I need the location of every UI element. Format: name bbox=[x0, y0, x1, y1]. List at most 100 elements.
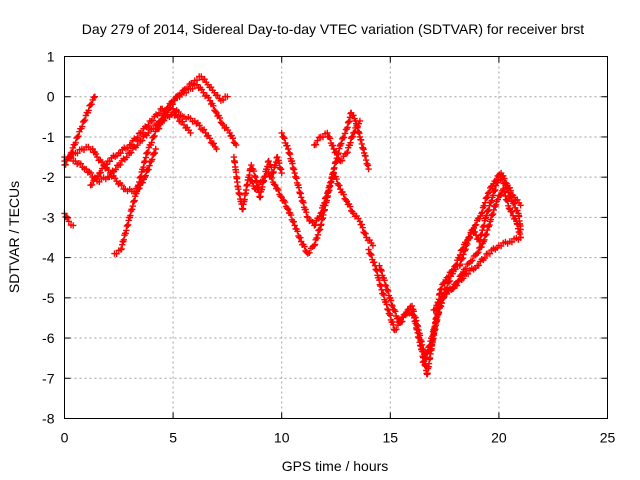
data-point bbox=[336, 182, 343, 189]
data-point bbox=[437, 297, 444, 305]
data-point bbox=[438, 285, 445, 292]
data-point bbox=[440, 291, 447, 298]
data-point bbox=[187, 129, 194, 137]
data-point bbox=[106, 173, 113, 181]
data-point bbox=[62, 161, 69, 168]
data-point bbox=[149, 156, 156, 163]
data-point bbox=[392, 308, 399, 315]
data-point bbox=[280, 133, 287, 141]
data-point bbox=[64, 214, 71, 222]
data-point bbox=[443, 290, 450, 298]
data-point bbox=[92, 150, 100, 158]
data-point bbox=[479, 209, 486, 216]
data-point bbox=[162, 113, 169, 120]
y-tick-label: -4 bbox=[42, 250, 55, 266]
data-point bbox=[248, 177, 255, 184]
series-track-k bbox=[311, 117, 364, 165]
data-point bbox=[210, 140, 217, 147]
data-point bbox=[306, 249, 313, 256]
data-point bbox=[214, 92, 221, 99]
y-tick-label: -1 bbox=[42, 129, 55, 145]
data-point bbox=[453, 261, 460, 268]
data-point bbox=[510, 200, 518, 207]
data-point bbox=[112, 166, 119, 173]
data-point bbox=[481, 199, 489, 206]
data-point bbox=[365, 246, 372, 253]
data-point bbox=[219, 96, 227, 104]
data-point bbox=[453, 282, 461, 289]
data-point bbox=[312, 221, 319, 228]
data-point bbox=[356, 117, 364, 125]
chart-title: Day 279 of 2014, Sidereal Day-to-day VTE… bbox=[82, 21, 584, 37]
data-point bbox=[176, 93, 183, 101]
data-point bbox=[397, 318, 404, 325]
grid-layer bbox=[64, 56, 608, 419]
data-point bbox=[80, 117, 88, 125]
data-point bbox=[443, 284, 451, 291]
data-point bbox=[371, 259, 378, 266]
data-layer bbox=[61, 73, 524, 378]
data-point bbox=[312, 141, 320, 148]
data-point bbox=[145, 122, 152, 129]
data-point bbox=[369, 242, 377, 249]
data-point bbox=[90, 94, 97, 101]
data-point bbox=[79, 123, 86, 130]
series-track-d bbox=[61, 109, 194, 186]
data-point bbox=[103, 161, 110, 168]
data-point bbox=[210, 102, 217, 109]
data-point bbox=[351, 129, 358, 136]
data-point bbox=[175, 108, 182, 116]
data-point bbox=[450, 268, 457, 275]
y-axis-label: SDTVAR / TECUs bbox=[6, 181, 22, 293]
data-point bbox=[97, 169, 104, 176]
data-point bbox=[152, 145, 159, 153]
data-point bbox=[232, 141, 240, 149]
series-track-l bbox=[365, 174, 524, 378]
x-tick-label: 20 bbox=[491, 430, 507, 446]
data-point bbox=[229, 135, 236, 142]
data-point bbox=[265, 169, 272, 177]
data-point bbox=[393, 326, 400, 333]
data-point bbox=[338, 140, 345, 147]
data-point bbox=[359, 224, 366, 231]
data-point bbox=[329, 142, 337, 149]
data-point bbox=[445, 278, 453, 285]
data-point bbox=[250, 167, 258, 175]
data-point bbox=[367, 250, 374, 257]
data-point bbox=[88, 101, 95, 108]
data-point bbox=[327, 179, 335, 186]
data-point bbox=[382, 281, 389, 289]
data-point bbox=[459, 245, 467, 253]
data-point bbox=[75, 133, 82, 140]
data-point bbox=[365, 165, 372, 173]
data-point bbox=[458, 246, 466, 253]
data-point bbox=[466, 233, 473, 240]
data-point bbox=[338, 157, 346, 164]
x-tick-label: 25 bbox=[600, 430, 616, 446]
data-point bbox=[517, 234, 524, 241]
data-point bbox=[340, 191, 347, 198]
data-point bbox=[91, 93, 99, 100]
x-tick-label: 0 bbox=[61, 430, 69, 446]
data-point bbox=[330, 145, 337, 153]
data-point bbox=[128, 141, 135, 148]
data-point bbox=[166, 104, 173, 112]
data-point bbox=[297, 234, 304, 241]
data-point bbox=[94, 173, 101, 180]
data-point bbox=[460, 275, 467, 282]
x-tick-label: 10 bbox=[274, 430, 290, 446]
data-point bbox=[291, 222, 298, 229]
data-point bbox=[508, 208, 516, 215]
data-point bbox=[143, 149, 151, 157]
x-tick-label: 15 bbox=[383, 430, 399, 446]
data-point bbox=[148, 139, 155, 146]
data-point bbox=[421, 354, 428, 361]
data-point bbox=[298, 194, 305, 201]
data-point bbox=[316, 213, 323, 220]
data-point bbox=[497, 191, 505, 198]
data-point bbox=[284, 142, 291, 149]
data-point bbox=[70, 222, 77, 229]
data-point bbox=[420, 358, 427, 365]
data-point bbox=[224, 93, 231, 100]
plot-frame bbox=[64, 56, 608, 419]
